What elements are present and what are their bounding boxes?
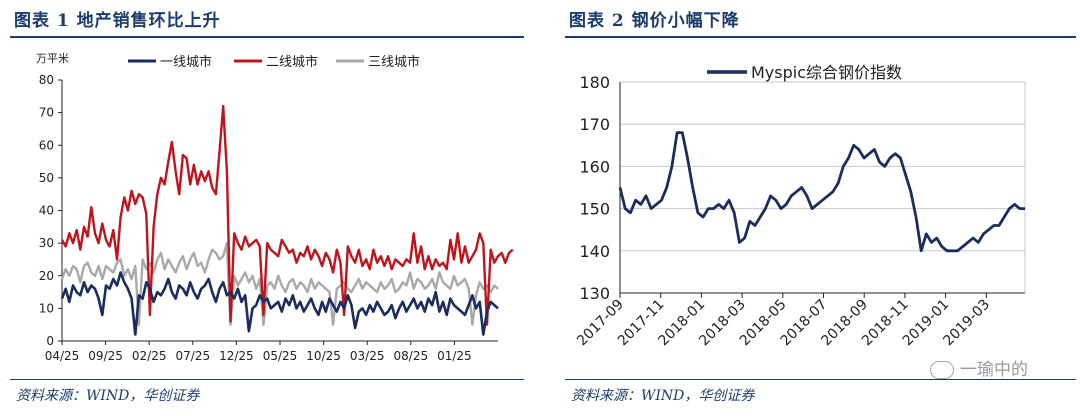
x-tick-label: 10/25 (306, 349, 341, 363)
y-tick-label: 80 (39, 73, 54, 87)
title-divider (565, 36, 1076, 38)
chart-title: 图表 1 地产销售环比上升 (14, 11, 221, 31)
watermark: 一瑜中的 (930, 355, 1028, 380)
line-chart-property-sales: 万平米 0 10 20 30 40 50 60 70 80 04/25 09/25 02/25 07/25… (36, 52, 514, 363)
x-tick-label: 05/25 (263, 349, 298, 363)
y-tick-label: 170 (579, 115, 610, 134)
y-tick-label: 60 (39, 138, 54, 152)
x-tick-label: 02/25 (132, 349, 167, 363)
series-line-3 (60, 241, 499, 326)
y-tick-label: 160 (579, 157, 610, 176)
chart-title: 图表 2 钢价小幅下降 (569, 11, 740, 31)
series-line-2 (60, 104, 514, 326)
x-tick-label: 07/25 (176, 349, 211, 363)
y-tick-label: 70 (39, 106, 54, 120)
y-tick-label: 140 (579, 242, 610, 261)
x-tick-label: 09/25 (88, 349, 123, 363)
y-tick-label: 40 (39, 204, 54, 218)
y-axis-unit: 万平米 (36, 52, 69, 65)
x-tick-label: 08/25 (394, 349, 429, 363)
x-tick-label: 04/25 (45, 349, 80, 363)
legend-label: Myspic综合钢价指数 (751, 63, 902, 82)
legend-label: 三线城市 (368, 54, 420, 70)
series-line-1 (60, 271, 499, 336)
series-line-1 (618, 131, 1025, 253)
y-tick-label: 20 (39, 269, 54, 283)
source-divider (10, 379, 524, 380)
y-tick-label: 180 (579, 73, 610, 92)
wechat-icon (930, 361, 954, 379)
y-tick-label: 130 (579, 284, 610, 303)
y-tick-label: 50 (39, 171, 54, 185)
x-tick-label: 03/25 (350, 349, 385, 363)
watermark-text: 一瑜中的 (960, 360, 1028, 380)
source-divider (565, 379, 1076, 380)
y-tick-label: 0 (46, 334, 54, 348)
x-tick-label: 01/25 (437, 349, 472, 363)
title-divider (10, 36, 524, 38)
y-tick-label: 30 (39, 236, 54, 250)
source-note: 资料来源：WIND，华创证券 (16, 388, 200, 404)
source-note: 资料来源：WIND，华创证券 (571, 388, 755, 404)
line-chart-steel-price: 1301401501601701802017-092017-112018-012… (574, 63, 1026, 349)
x-tick-label: 12/25 (219, 349, 254, 363)
legend-label: 二线城市 (266, 54, 318, 70)
y-tick-label: 10 (39, 301, 54, 315)
chart-panel-left: 图表 1 地产销售环比上升 万平米 0 10 20 30 40 50 60 70 80 04/25 0… (0, 0, 528, 416)
y-tick-label: 150 (579, 200, 610, 219)
legend-label: 一线城市 (160, 54, 212, 70)
chart-panel-right: 图表 2 钢价小幅下降 130 140 150 160 170 180 2017-09 201… (555, 0, 1080, 416)
